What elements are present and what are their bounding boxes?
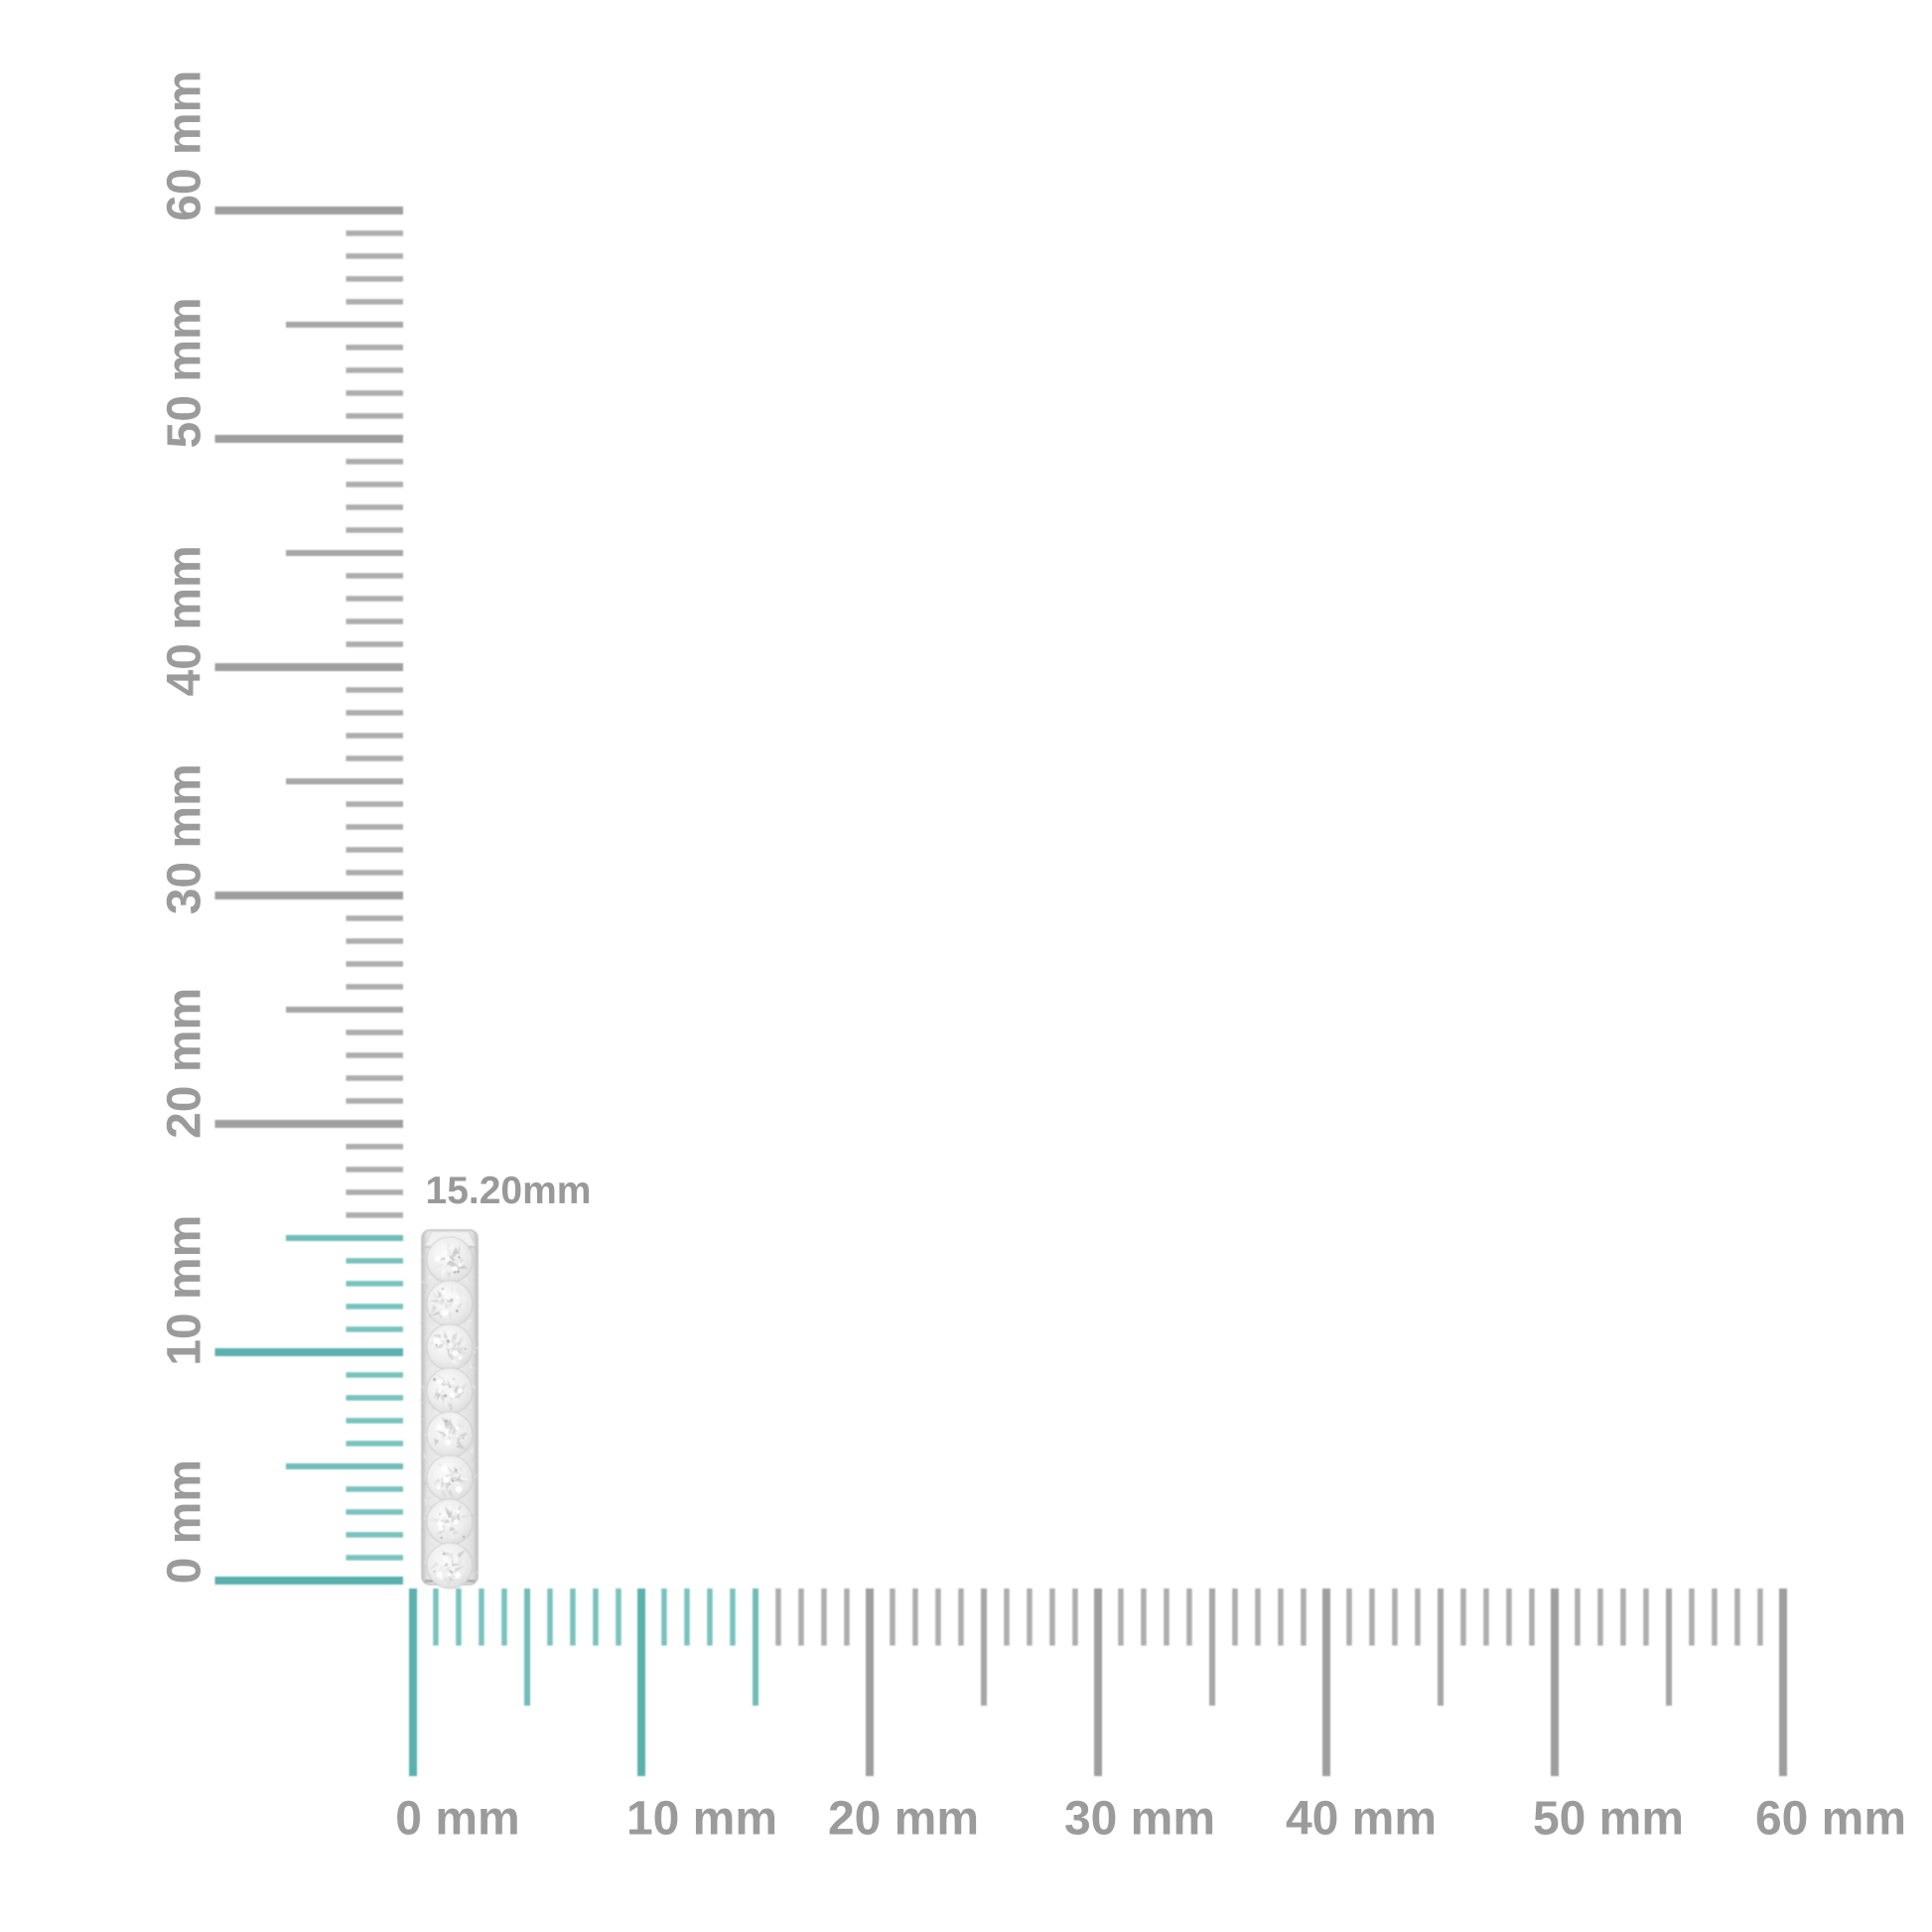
- svg-text:40 mm: 40 mm: [1286, 1793, 1437, 1846]
- svg-text:0 mm: 0 mm: [159, 1459, 211, 1584]
- svg-text:10 mm: 10 mm: [159, 1215, 211, 1366]
- svg-text:40 mm: 40 mm: [159, 545, 211, 696]
- svg-text:50 mm: 50 mm: [1533, 1793, 1684, 1846]
- svg-text:20 mm: 20 mm: [159, 988, 211, 1139]
- svg-text:60 mm: 60 mm: [159, 70, 211, 221]
- svg-text:0 mm: 0 mm: [395, 1793, 519, 1846]
- svg-text:20 mm: 20 mm: [828, 1793, 979, 1846]
- svg-text:50 mm: 50 mm: [159, 297, 211, 448]
- svg-text:30 mm: 30 mm: [159, 763, 211, 914]
- svg-text:60 mm: 60 mm: [1755, 1793, 1906, 1846]
- svg-text:15.20mm: 15.20mm: [426, 1170, 592, 1212]
- svg-text:10 mm: 10 mm: [626, 1793, 777, 1846]
- svg-text:30 mm: 30 mm: [1064, 1793, 1215, 1846]
